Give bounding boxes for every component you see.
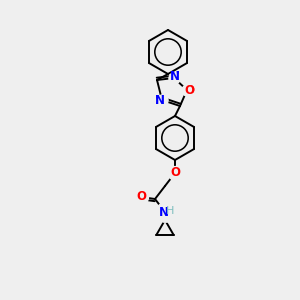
Text: N: N [170, 70, 180, 83]
Text: N: N [155, 94, 165, 107]
Text: O: O [184, 83, 194, 97]
Text: N: N [155, 94, 165, 107]
Text: O: O [170, 167, 180, 179]
Text: N: N [159, 206, 169, 218]
Text: O: O [184, 83, 194, 97]
Text: O: O [136, 190, 146, 203]
Text: N: N [170, 70, 180, 83]
Text: H: H [166, 206, 174, 216]
